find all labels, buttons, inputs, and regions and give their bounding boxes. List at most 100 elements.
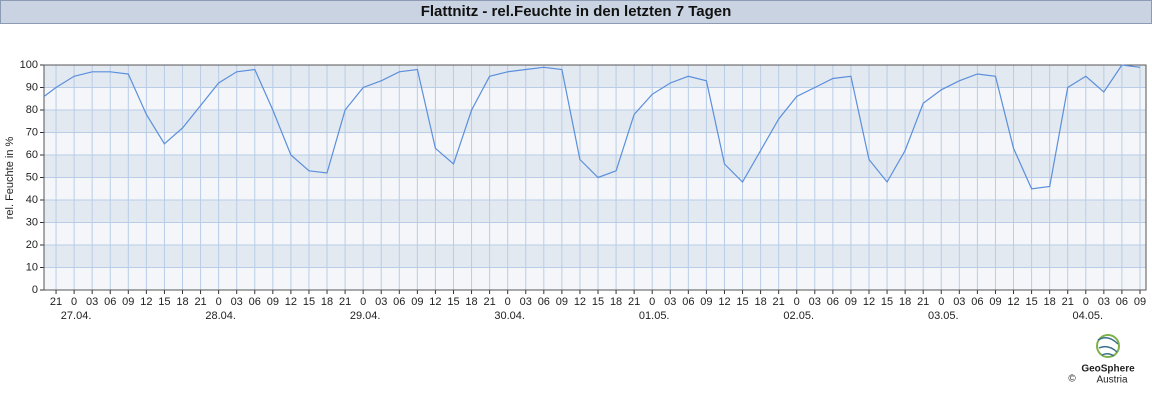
chart-title: Flattnitz - rel.Feuchte in den letzten 7… [0,0,1152,24]
date-label: 03.05. [928,310,959,322]
x-tick-label: 15 [158,296,170,308]
x-tick-label: 12 [718,296,730,308]
x-tick-label: 03 [375,296,387,308]
x-tick-label: 06 [971,296,983,308]
band [44,222,1146,245]
x-tick-label: 03 [86,296,98,308]
x-tick-label: 09 [122,296,134,308]
x-tick-label: 0 [938,296,944,308]
y-tick-label: 10 [26,261,38,273]
x-tick-label: 09 [267,296,279,308]
date-label: 29.04. [350,310,381,322]
data-line [43,64,1141,190]
band [44,177,1146,200]
y-tick-label: 70 [26,126,38,138]
x-tick-label: 09 [845,296,857,308]
x-tick-label: 21 [483,296,495,308]
x-tick-label: 21 [194,296,206,308]
x-tick-label: 0 [71,296,77,308]
y-tick-label: 50 [26,171,38,183]
date-label: 04.05. [1072,310,1103,322]
x-tick-label: 0 [360,296,366,308]
y-tick-label: 80 [26,104,38,116]
x-tick-label: 18 [321,296,333,308]
plot-frame [43,64,1147,291]
x-tick-label: 18 [1044,296,1056,308]
y-tick-label: 60 [26,149,38,161]
x-tick-label: 12 [863,296,875,308]
x-tick-label: 12 [574,296,586,308]
x-tick-label: 21 [917,296,929,308]
date-label: 27.04. [61,310,92,322]
x-tick-label: 21 [773,296,785,308]
x-tick-label: 06 [827,296,839,308]
plot-background [44,65,1146,290]
x-tick-label: 06 [104,296,116,308]
y-tick-label: 30 [26,216,38,228]
x-tick-label: 21 [628,296,640,308]
x-tick-label: 0 [505,296,511,308]
x-tick-label: 03 [231,296,243,308]
x-tick-label: 0 [216,296,222,308]
band [44,245,1146,268]
logo-icon [1097,337,1119,357]
x-tick-label: 03 [664,296,676,308]
date-label: 02.05. [783,310,814,322]
band [44,267,1146,290]
x-tick-label: 09 [1134,296,1146,308]
x-tick-label: 03 [1098,296,1110,308]
x-tick-label: 15 [736,296,748,308]
x-tick-label: 15 [303,296,315,308]
x-tick-label: 15 [1025,296,1037,308]
x-tick-label: 15 [592,296,604,308]
x-tick-label: 0 [649,296,655,308]
x-tick-label: 18 [610,296,622,308]
x-tick-label: 12 [140,296,152,308]
y-tick-label: 40 [26,194,38,206]
y-axis-label: rel. Feuchte in % [4,137,16,220]
date-label: 30.04. [494,310,525,322]
x-tick-label: 06 [1116,296,1128,308]
x-tick-label: 06 [682,296,694,308]
x-tick-label: 18 [754,296,766,308]
x-tick-label: 06 [538,296,550,308]
date-label: 01.05. [639,310,670,322]
x-tick-label: 09 [411,296,423,308]
x-tick-label: 03 [520,296,532,308]
x-tick-label: 0 [794,296,800,308]
x-tick-label: 0 [1083,296,1089,308]
band [44,200,1146,223]
x-tick-label: 18 [176,296,188,308]
band [44,65,1146,88]
x-tick-label: 09 [989,296,1001,308]
x-tick-label: 12 [285,296,297,308]
logo-text: GeoSphere [1081,364,1135,375]
copyright: © [1068,374,1076,385]
x-tick-label: 06 [393,296,405,308]
x-tick-label: 21 [50,296,62,308]
x-tick-label: 03 [809,296,821,308]
y-tick-label: 100 [20,59,38,71]
x-tick-label: 18 [465,296,477,308]
x-tick-label: 21 [1062,296,1074,308]
band [44,87,1146,110]
logo-icon [1096,334,1120,358]
y-tick-label: 20 [26,239,38,251]
x-tick-label: 09 [556,296,568,308]
y-tick-label: 0 [32,284,38,296]
x-tick-label: 15 [447,296,459,308]
band [44,110,1146,133]
x-tick-label: 21 [339,296,351,308]
x-tick-label: 12 [429,296,441,308]
y-tick-label: 90 [26,81,38,93]
x-tick-label: 15 [881,296,893,308]
date-label: 28.04. [205,310,236,322]
x-tick-label: 09 [700,296,712,308]
logo: GeoSphere Austria © [1068,334,1135,386]
x-tick-label: 03 [953,296,965,308]
x-tick-label: 06 [249,296,261,308]
x-tick-label: 12 [1007,296,1019,308]
x-tick-label: 18 [899,296,911,308]
